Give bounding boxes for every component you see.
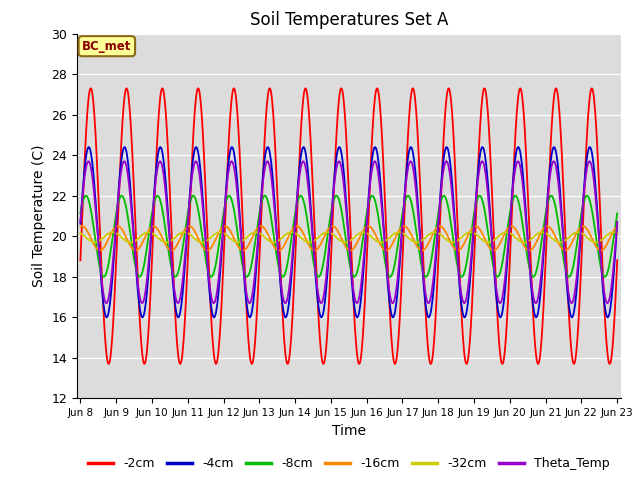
-16cm	[496, 240, 504, 246]
-8cm	[77, 211, 84, 216]
Theta_Temp	[613, 219, 621, 225]
-8cm	[294, 195, 302, 201]
-32cm	[613, 230, 621, 236]
-4cm	[228, 144, 236, 150]
-2cm	[506, 260, 513, 265]
-2cm	[314, 302, 322, 308]
-32cm	[496, 232, 504, 238]
-32cm	[506, 230, 513, 236]
-2cm	[613, 257, 621, 263]
Line: -8cm: -8cm	[81, 196, 617, 277]
-32cm	[77, 230, 84, 236]
Line: -4cm: -4cm	[81, 147, 617, 317]
-4cm	[131, 254, 139, 260]
Theta_Temp	[132, 260, 140, 265]
-16cm	[77, 224, 84, 229]
-32cm	[109, 229, 116, 235]
-4cm	[353, 314, 361, 320]
Line: -32cm: -32cm	[81, 232, 617, 242]
Line: Theta_Temp: Theta_Temp	[81, 161, 617, 303]
-8cm	[243, 274, 251, 280]
-8cm	[314, 274, 322, 279]
-4cm	[506, 222, 513, 228]
X-axis label: Time: Time	[332, 424, 366, 438]
-4cm	[294, 180, 302, 186]
-2cm	[131, 216, 139, 222]
-32cm	[294, 233, 302, 239]
-2cm	[248, 361, 255, 367]
-32cm	[446, 239, 454, 245]
-2cm	[496, 350, 504, 356]
Title: Soil Temperatures Set A: Soil Temperatures Set A	[250, 11, 448, 29]
-16cm	[446, 238, 454, 244]
-32cm	[132, 238, 140, 243]
Text: BC_met: BC_met	[82, 40, 132, 53]
-16cm	[314, 246, 322, 252]
-32cm	[314, 235, 322, 240]
Line: -16cm: -16cm	[81, 226, 617, 251]
-16cm	[613, 224, 621, 229]
Theta_Temp	[294, 181, 302, 187]
Theta_Temp	[138, 300, 146, 306]
-8cm	[506, 211, 513, 217]
Theta_Temp	[446, 173, 454, 179]
-4cm	[77, 221, 84, 227]
-2cm	[194, 85, 202, 91]
Theta_Temp	[496, 300, 504, 306]
-16cm	[204, 248, 211, 253]
-4cm	[446, 159, 454, 165]
-4cm	[496, 314, 504, 320]
-8cm	[189, 193, 197, 199]
Line: -2cm: -2cm	[81, 88, 617, 364]
Theta_Temp	[314, 289, 322, 295]
-16cm	[506, 224, 513, 229]
-32cm	[234, 240, 242, 245]
-2cm	[446, 90, 454, 96]
-4cm	[613, 221, 621, 227]
-8cm	[496, 270, 504, 276]
Theta_Temp	[77, 219, 84, 225]
-8cm	[131, 263, 139, 268]
-8cm	[446, 215, 454, 221]
-2cm	[294, 176, 302, 181]
Theta_Temp	[506, 220, 513, 226]
-8cm	[613, 211, 621, 216]
Y-axis label: Soil Temperature (C): Soil Temperature (C)	[31, 145, 45, 287]
-4cm	[314, 294, 321, 300]
-16cm	[150, 223, 157, 229]
Legend: -2cm, -4cm, -8cm, -16cm, -32cm, Theta_Temp: -2cm, -4cm, -8cm, -16cm, -32cm, Theta_Te…	[83, 452, 614, 475]
Theta_Temp	[84, 158, 92, 164]
-16cm	[294, 224, 302, 230]
-2cm	[77, 257, 84, 263]
-16cm	[131, 248, 139, 253]
